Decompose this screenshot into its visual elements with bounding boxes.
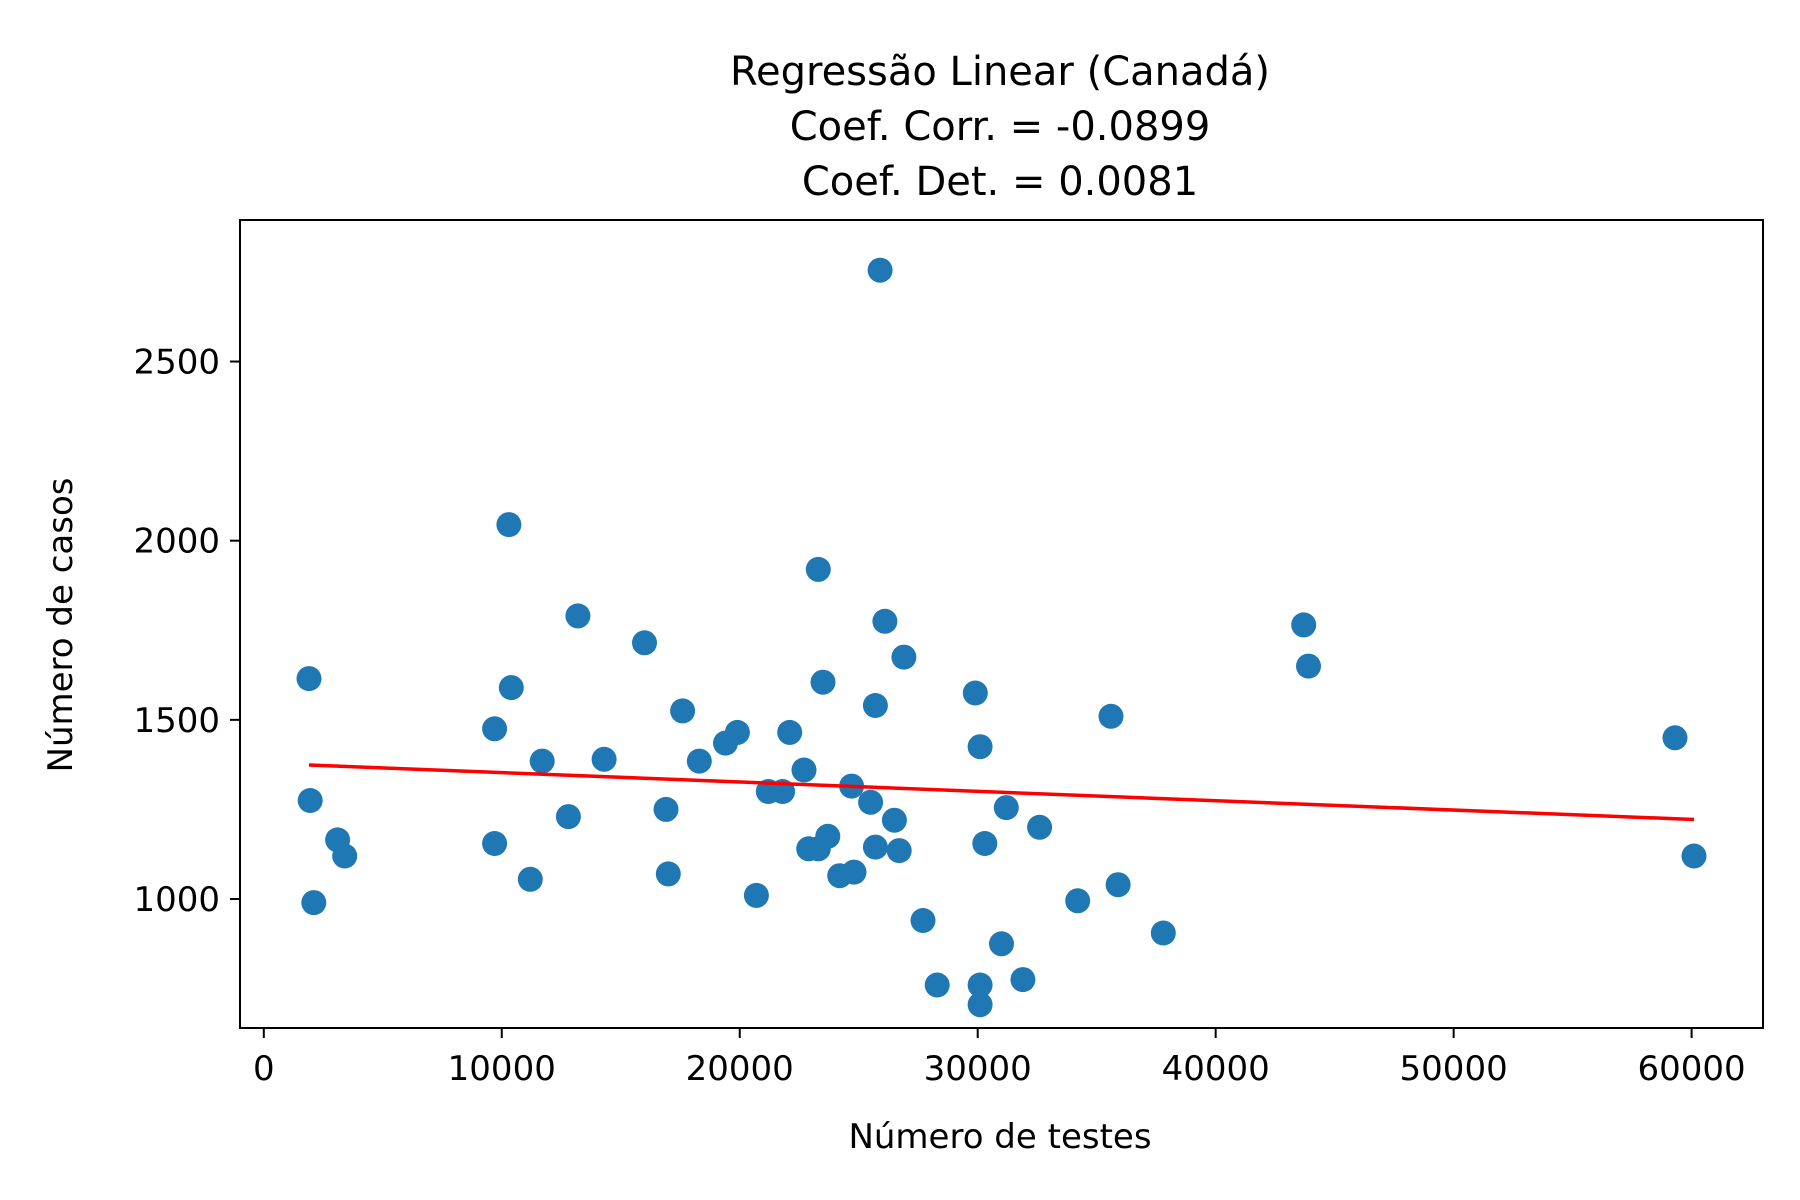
- data-point: [686, 748, 712, 774]
- data-point: [777, 719, 803, 745]
- data-point: [724, 719, 750, 745]
- data-point: [482, 831, 508, 856]
- data-point: [810, 669, 836, 695]
- data-point: [962, 680, 988, 706]
- data-point: [805, 556, 831, 582]
- data-point: [815, 823, 841, 849]
- data-point: [993, 795, 1019, 821]
- data-point: [297, 788, 323, 813]
- data-point: [332, 843, 358, 869]
- data-point: [872, 608, 898, 634]
- data-point: [670, 698, 696, 724]
- regression-line: [308, 763, 1695, 822]
- x-tick-label: 60000: [1638, 1049, 1746, 1089]
- data-point: [791, 757, 817, 783]
- y-tick-label: 1000: [133, 880, 220, 920]
- subtitle-correlation: Coef. Corr. = -0.0899: [790, 104, 1211, 150]
- data-point: [565, 603, 591, 629]
- data-point: [1662, 725, 1688, 751]
- data-point: [886, 838, 912, 864]
- data-point: [1296, 653, 1321, 679]
- data-point: [881, 807, 907, 833]
- y-tick-label: 1500: [133, 701, 220, 741]
- data-point: [301, 890, 327, 916]
- data-point: [967, 972, 993, 998]
- data-point: [1065, 888, 1091, 914]
- data-point: [862, 693, 888, 718]
- data-point: [653, 796, 679, 822]
- data-point: [967, 734, 993, 760]
- title-line: Regressão Linear (Canadá): [730, 49, 1270, 95]
- x-tick-label: 40000: [1162, 1049, 1270, 1089]
- data-point: [1150, 920, 1176, 946]
- data-point: [655, 861, 681, 887]
- data-point: [989, 931, 1014, 957]
- data-point: [1027, 814, 1053, 840]
- data-point: [891, 644, 917, 670]
- data-point: [1291, 612, 1317, 638]
- x-tick-label: 0: [253, 1049, 275, 1089]
- data-point: [498, 675, 524, 701]
- data-point: [972, 831, 998, 856]
- data-point: [296, 666, 322, 692]
- x-tick-label: 30000: [924, 1049, 1032, 1089]
- data-point: [1105, 872, 1131, 898]
- data-point: [867, 257, 893, 283]
- scatter-points: [296, 257, 1707, 1018]
- subtitle-determination: Coef. Det. = 0.0081: [802, 159, 1198, 205]
- x-axis-label: Número de testes: [848, 1117, 1151, 1157]
- data-point: [632, 630, 657, 656]
- data-point: [743, 882, 769, 908]
- x-tick-label: 50000: [1400, 1049, 1508, 1089]
- data-point: [862, 834, 888, 860]
- data-point: [910, 908, 936, 933]
- data-point: [1010, 967, 1036, 993]
- y-tick-label: 2000: [133, 522, 220, 562]
- data-point: [841, 859, 867, 885]
- y-tick-label: 2500: [133, 343, 220, 383]
- data-point: [591, 746, 617, 772]
- x-tick-label: 10000: [448, 1049, 556, 1089]
- axes: 0 10000 20000 30000 40000 50000 60000 1000 1500 2…: [133, 219, 1764, 1089]
- data-point: [1681, 843, 1707, 869]
- plot-frame: [239, 219, 1764, 1029]
- regression-line-group: [308, 763, 1695, 822]
- data-point: [496, 512, 522, 538]
- chart-title: Regressão Linear (Canadá) Coef. Corr. = …: [730, 49, 1270, 205]
- data-point: [967, 992, 993, 1018]
- data-point: [555, 804, 581, 830]
- data-point: [529, 748, 555, 774]
- data-point: [517, 866, 543, 892]
- x-tick-label: 20000: [686, 1049, 794, 1089]
- data-point: [482, 716, 508, 742]
- data-point: [1098, 703, 1124, 729]
- data-point: [924, 972, 950, 998]
- y-axis-label: Número de casos: [41, 478, 81, 773]
- data-point: [858, 789, 884, 815]
